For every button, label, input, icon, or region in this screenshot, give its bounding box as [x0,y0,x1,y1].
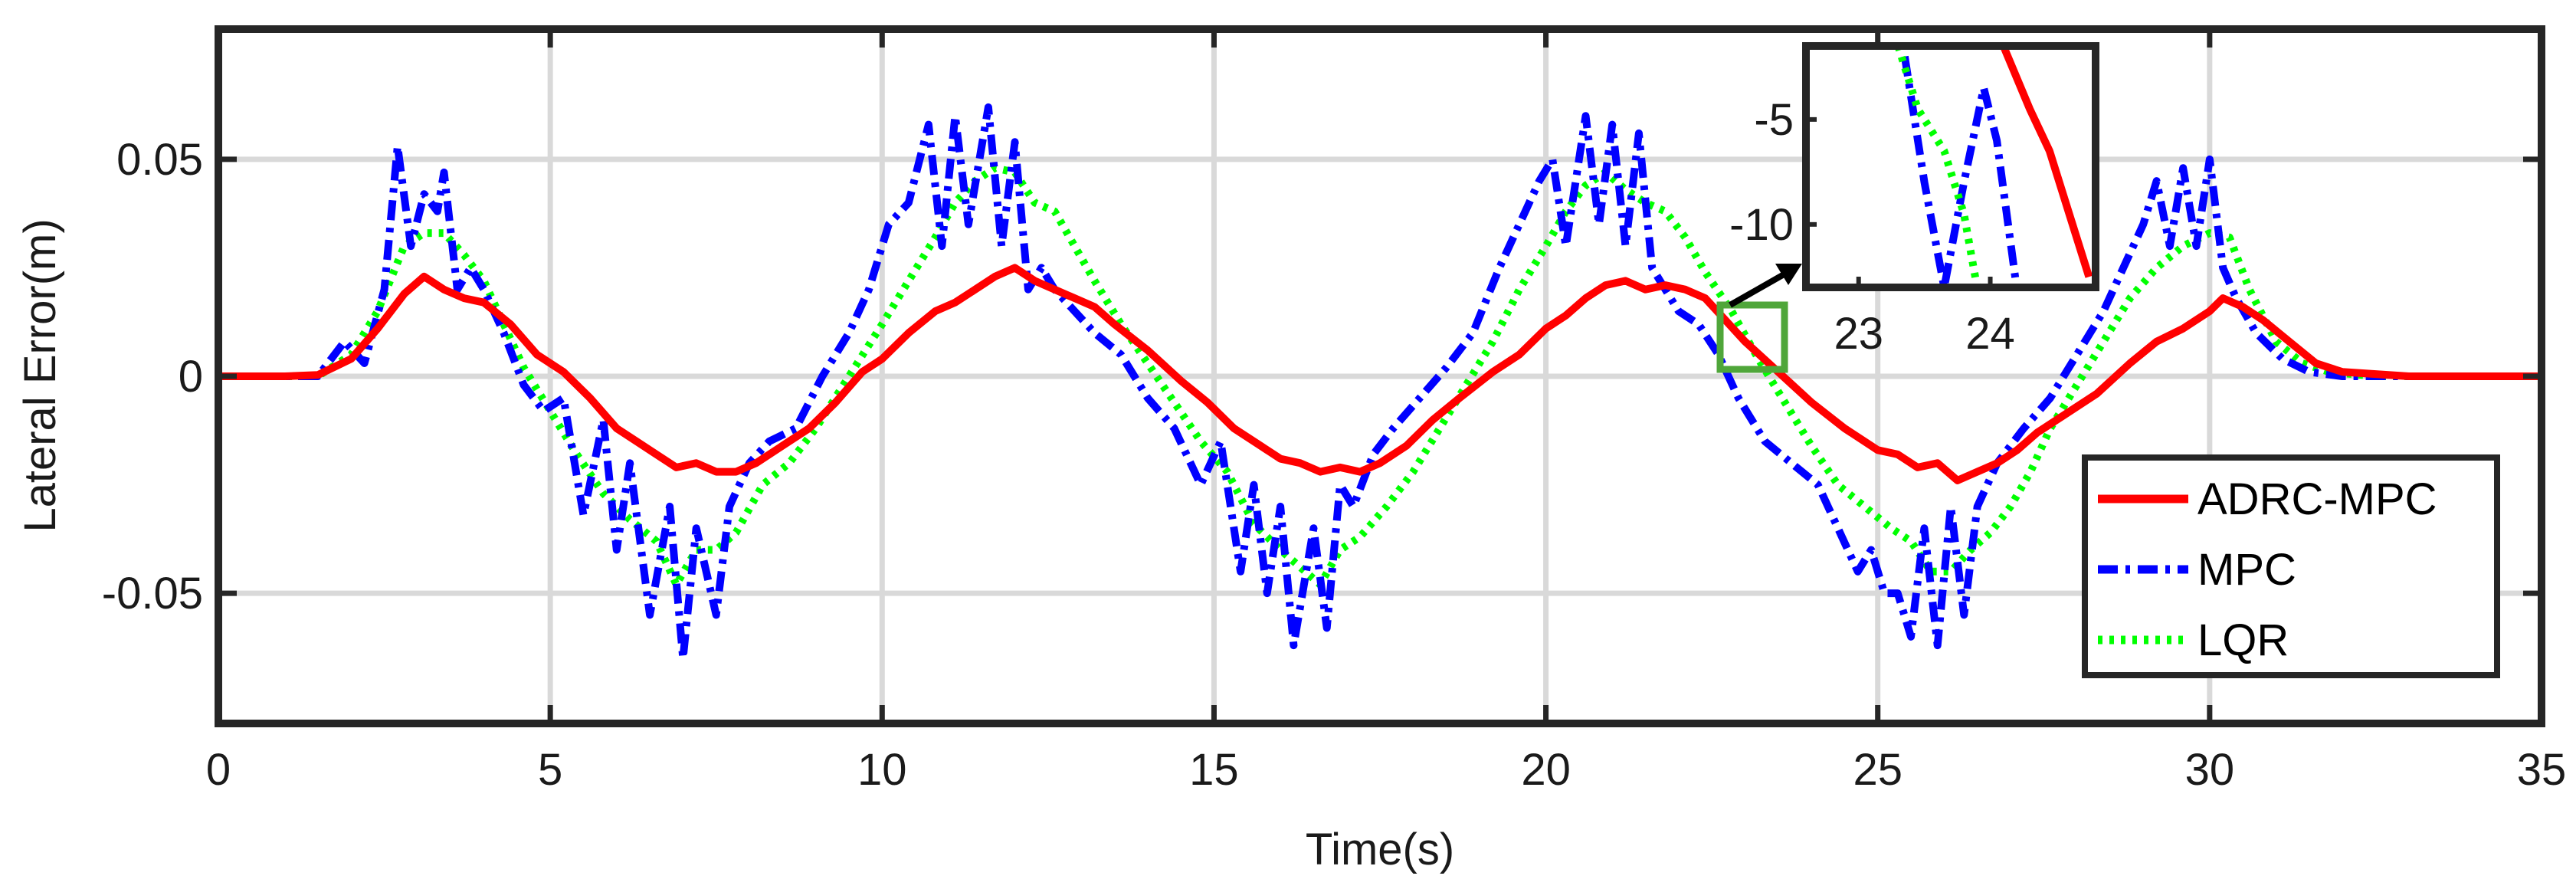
legend-label-mpc: MPC [2197,545,2296,595]
x-axis-title: Time(s) [1306,825,1454,874]
x-tick-labels: 0 5 10 15 20 25 30 35 [206,745,2566,795]
inset-y-tick-labels: -5 -10 [1729,95,1794,250]
inset-x-tick-label-0: 23 [1834,309,1883,359]
zoom-arrow [1729,264,1802,308]
legend: ADRC-MPC MPC LQR [2082,454,2500,678]
x-tick-label-3: 15 [1189,745,1239,795]
x-tick-label-0: 0 [206,745,231,795]
inset-series-layer [1894,44,2093,291]
inset-y-tick-label-1: -10 [1729,200,1794,250]
series-line-mpc [218,103,2542,663]
series-line-adrc-mpc [218,264,2542,484]
zoom-inset: 23 24 -5 -10 [1729,42,2099,359]
legend-label-lqr: LQR [2197,615,2289,665]
y-tick-labels: -0.05 0 0.05 [102,135,203,618]
y-tick-label-0: -0.05 [102,569,203,618]
x-tick-label-5: 25 [1853,745,1903,795]
y-tick-label-2: 0.05 [116,135,203,185]
x-tick-label-6: 30 [2185,745,2235,795]
x-tick-label-4: 20 [1521,745,1571,795]
inset-frame [1802,42,2099,291]
legend-label-adrc-mpc: ADRC-MPC [2197,474,2437,524]
inset-series-line-mpc [1900,55,2020,291]
main-series-layer [218,103,2542,663]
x-tick-label-7: 35 [2517,745,2567,795]
inset-y-tick-label-0: -5 [1754,95,1794,145]
main-grid [218,29,2542,723]
x-tick-label-2: 10 [857,745,907,795]
inset-series-line-lqr [1894,44,1981,288]
inset-x-tick-labels: 23 24 [1834,309,2014,359]
inset-x-tick-label-1: 24 [1965,309,2015,359]
inset-tick-marks [1806,116,1993,287]
y-tick-label-1: 0 [179,352,203,402]
zoom-region-marker [1716,301,1788,373]
x-tick-label-1: 5 [538,745,562,795]
series-line-lqr [218,164,2542,589]
inset-background [1806,46,2096,287]
inset-series-line-adrc-mpc [2000,44,2093,278]
y-axis-title: Lateral Error(m) [15,218,65,532]
